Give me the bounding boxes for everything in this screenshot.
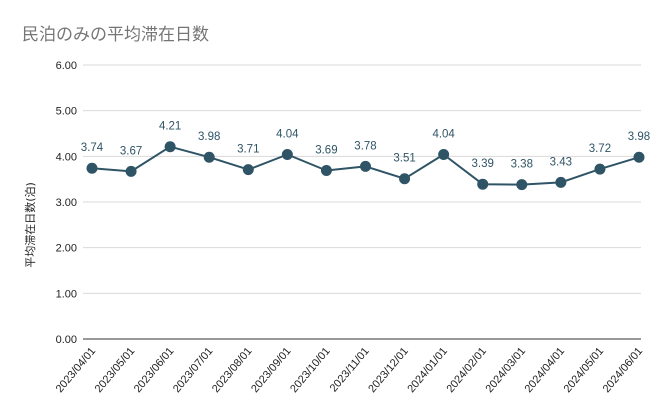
series-points	[86, 141, 645, 191]
data-label: 3.51	[393, 153, 415, 165]
data-point	[399, 173, 411, 185]
y-tick-label: 6.00	[56, 60, 77, 72]
data-point	[164, 141, 176, 153]
x-tick-label: 2024/06/01	[601, 345, 646, 395]
data-point	[320, 164, 332, 176]
data-label: 3.39	[472, 158, 494, 170]
data-label: 3.69	[315, 144, 337, 156]
data-label: 3.98	[628, 131, 650, 143]
data-point	[125, 165, 137, 177]
data-label: 3.74	[81, 142, 104, 154]
x-tick-label: 2023/10/01	[288, 345, 333, 395]
data-label: 3.38	[511, 159, 533, 171]
data-point	[477, 178, 489, 190]
data-label: 3.71	[237, 144, 259, 156]
data-label: 3.67	[120, 145, 142, 157]
y-tick-label: 4.00	[56, 151, 77, 163]
y-tick-label: 1.00	[56, 288, 77, 300]
data-point	[555, 176, 567, 188]
chart-title: 民泊のみの平均滞在日数	[22, 25, 209, 45]
data-point	[281, 149, 293, 161]
data-point	[86, 162, 98, 174]
data-label: 4.21	[159, 121, 181, 133]
data-label: 3.98	[198, 131, 220, 143]
y-tick-label: 0.00	[56, 334, 77, 346]
data-labels: 3.74 3.67 4.21 3.98 3.71 4.04 3.69 3.78 3.51 4.04…	[81, 121, 650, 171]
gridlines	[83, 64, 641, 340]
data-point	[360, 160, 371, 172]
data-label: 3.78	[354, 140, 376, 152]
data-point	[438, 149, 450, 161]
data-point	[516, 179, 528, 191]
data-point	[594, 163, 606, 175]
data-label: 4.04	[276, 129, 299, 141]
x-axis-ticks: 2023/04/012023/05/012023/06/012023/07/01…	[54, 345, 646, 395]
y-axis-title: 平均滞在日数(泊)	[24, 182, 37, 268]
data-label: 3.72	[589, 143, 611, 155]
y-axis-ticks: 0.00 1.00 2.00 3.00 4.00 5.00 6.00	[56, 60, 77, 346]
data-point	[242, 164, 254, 176]
data-point	[203, 151, 215, 163]
data-label: 4.04	[432, 129, 455, 141]
y-tick-label: 2.00	[56, 243, 77, 255]
data-label: 3.43	[550, 156, 572, 168]
data-point	[633, 151, 645, 163]
x-tick-label: 2023/11/01	[328, 345, 372, 394]
y-tick-label: 3.00	[56, 197, 77, 209]
y-tick-label: 5.00	[56, 106, 77, 118]
